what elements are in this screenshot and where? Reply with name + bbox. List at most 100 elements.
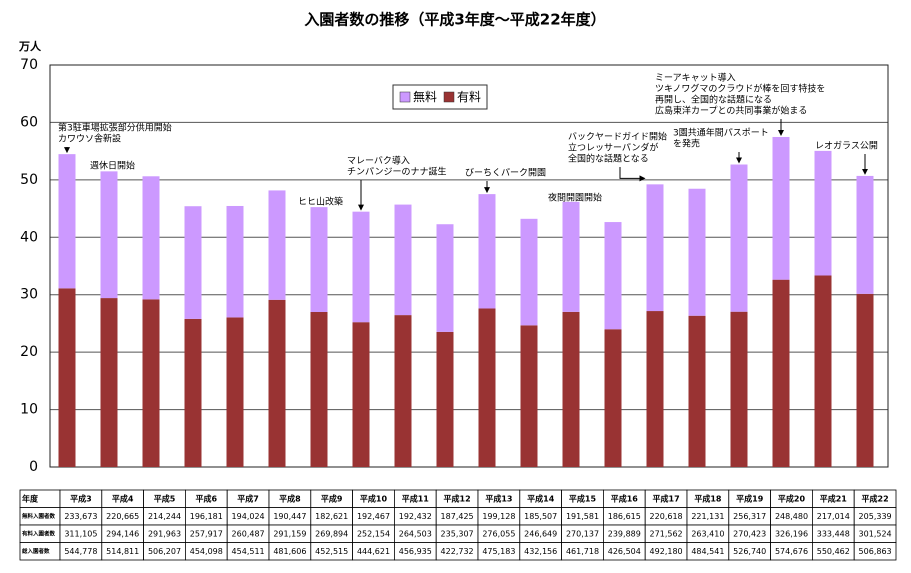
table-value: 526,740 xyxy=(733,547,766,556)
table-value: 平成13 xyxy=(485,493,512,503)
bar-segment xyxy=(310,207,328,313)
table-value: 平成11 xyxy=(402,493,430,503)
table-value: 269,894 xyxy=(315,529,348,538)
table-value: 270,137 xyxy=(566,529,599,538)
table-value: 422,732 xyxy=(441,547,474,556)
y-tick-label: 10 xyxy=(20,402,38,418)
legend-swatch xyxy=(443,91,455,103)
table-value: 194,024 xyxy=(232,512,265,521)
annotation: 全国的な話題となる xyxy=(568,153,649,165)
table-value: 475,183 xyxy=(482,547,515,556)
table-value: 301,524 xyxy=(859,529,892,538)
table-value: 257,917 xyxy=(190,529,223,538)
bar-segment xyxy=(58,288,76,467)
y-tick-label: 30 xyxy=(20,287,38,303)
y-tick-label: 0 xyxy=(29,459,38,475)
table-value: 平成9 xyxy=(321,493,343,503)
legend-swatch xyxy=(399,91,411,103)
table-value: 239,889 xyxy=(608,529,641,538)
annotation: 広島東洋カープとの共同事業が始まる xyxy=(655,105,807,117)
bar-segment xyxy=(856,175,874,294)
bar-segment xyxy=(730,164,748,312)
table-value: 平成7 xyxy=(237,493,259,503)
table-value: 217,014 xyxy=(817,512,850,521)
table-value: 190,447 xyxy=(273,512,306,521)
bar-segment xyxy=(268,299,286,467)
table-value: 192,467 xyxy=(357,512,390,521)
annotation: 再開し、全国的な話題になる xyxy=(655,94,772,106)
table-value: 205,339 xyxy=(859,512,892,521)
table-value: 191,581 xyxy=(566,512,599,521)
table-value: 263,410 xyxy=(691,529,724,538)
table-value: 492,180 xyxy=(650,547,683,556)
legend-label: 有料 xyxy=(457,90,481,104)
table-value: 平成19 xyxy=(736,493,764,503)
table-value: 平成21 xyxy=(820,493,848,503)
table-value: 平成17 xyxy=(653,493,680,503)
bar-segment xyxy=(562,201,580,312)
bar-segment xyxy=(268,190,286,300)
table-value: 214,244 xyxy=(148,512,181,521)
table-value: 平成15 xyxy=(569,493,597,503)
table-value: 平成14 xyxy=(527,493,555,503)
table-value: 平成22 xyxy=(862,493,889,503)
table-value: 270,423 xyxy=(733,529,766,538)
plot-frame xyxy=(49,64,889,468)
table-value: 平成10 xyxy=(360,493,388,503)
bar-segment xyxy=(520,325,538,467)
bar-segment xyxy=(520,218,538,326)
annotation: マレーバク導入 xyxy=(347,155,410,167)
table-value: 199,128 xyxy=(482,512,515,521)
bar-segment xyxy=(352,322,370,467)
bar-segment xyxy=(58,154,76,289)
table-value: 452,515 xyxy=(315,547,348,556)
table-value: 平成18 xyxy=(694,493,722,503)
table-value: 426,504 xyxy=(608,547,641,556)
table-value: 484,541 xyxy=(691,547,724,556)
table-value: 185,507 xyxy=(524,512,557,521)
annotation: を発売 xyxy=(673,138,700,150)
table-value: 291,159 xyxy=(273,529,306,538)
table-value: 276,055 xyxy=(482,529,515,538)
annotation-arrow xyxy=(619,167,646,182)
table-value: 326,196 xyxy=(775,529,808,538)
chart-title: 入園者数の推移（平成3年度～平成22年度） xyxy=(304,11,605,29)
table-row-label: 無料入園者数 xyxy=(22,512,56,520)
table-value: 220,618 xyxy=(650,512,683,521)
bar-segment xyxy=(478,194,496,309)
bar-segment xyxy=(100,298,118,467)
bar-segment xyxy=(646,311,664,467)
table-row-label: 総入園者数 xyxy=(22,547,50,555)
bar-segment xyxy=(394,204,412,316)
y-tick-label: 40 xyxy=(20,229,38,245)
table-value: 平成8 xyxy=(279,493,301,503)
table-value: 平成4 xyxy=(112,493,134,503)
annotation: 夜間開園開始 xyxy=(548,192,602,204)
table-value: 454,511 xyxy=(232,547,265,556)
bar-segment xyxy=(646,184,664,312)
bar-segment xyxy=(436,331,454,467)
bar-segment xyxy=(562,311,580,467)
annotation: 立つレッサーパンダが xyxy=(568,142,658,154)
bar-segment xyxy=(142,299,160,467)
bar-segment xyxy=(604,329,622,467)
bar-segment xyxy=(184,206,202,319)
table-value: 264,503 xyxy=(399,529,432,538)
annotation: 第3駐車場拡張部分供用開始 xyxy=(58,122,172,134)
bar-segment xyxy=(436,224,454,332)
table-value: 平成6 xyxy=(196,493,218,503)
table-value: 444,621 xyxy=(357,547,390,556)
bar-segment xyxy=(394,315,412,467)
table-value: 252,154 xyxy=(357,529,390,538)
bar-segment xyxy=(772,136,790,280)
annotation: カワウソ舎新設 xyxy=(58,133,121,145)
annotation: バックヤードガイド開始 xyxy=(568,131,667,143)
table-value: 235,307 xyxy=(441,529,474,538)
y-tick-label: 20 xyxy=(20,344,38,360)
bar-segment xyxy=(688,188,706,316)
table-value: 271,562 xyxy=(650,529,683,538)
bar-segment xyxy=(814,150,832,276)
y-tick-label: 50 xyxy=(20,172,38,188)
table-value: 186,615 xyxy=(608,512,641,521)
